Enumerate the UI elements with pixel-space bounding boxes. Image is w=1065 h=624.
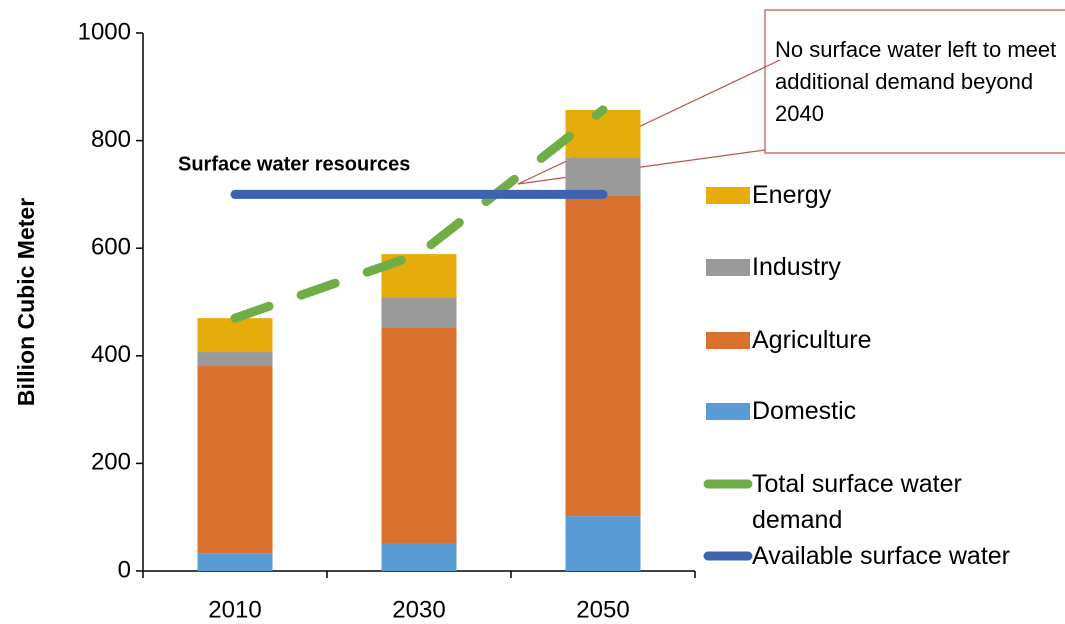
legend-swatch: [706, 403, 750, 420]
x-tick-label: 2030: [392, 596, 445, 623]
y-tick-label: 1000: [78, 18, 131, 45]
bar: [565, 196, 641, 517]
x-tick-label: 2010: [208, 596, 261, 623]
legend-label: Industry: [752, 253, 841, 281]
legend-swatch: [706, 187, 750, 204]
x-tick-label: 2050: [576, 596, 629, 623]
y-tick-label: 800: [91, 126, 131, 153]
legend-label: Energy: [752, 181, 832, 209]
callout-pointer: [517, 149, 766, 185]
legend-swatch: [706, 259, 750, 276]
y-tick-label: 400: [91, 341, 131, 368]
callout-box: [764, 9, 1065, 154]
bar: [565, 516, 641, 571]
bar: [197, 352, 273, 367]
y-tick-label: 600: [91, 234, 131, 261]
annotation: Surface water resources: [178, 153, 410, 175]
legend-swatch: [706, 332, 750, 349]
y-axis-label: Billion Cubic Meter: [13, 198, 39, 406]
legend-label: Agriculture: [752, 326, 872, 354]
legend-label: Domestic: [752, 397, 857, 425]
y-tick-label: 200: [91, 449, 131, 476]
bar: [197, 366, 273, 554]
bar: [381, 327, 457, 544]
bar: [381, 297, 457, 328]
y-tick-label: 0: [118, 556, 131, 583]
legend-label: Available surface water: [752, 542, 1011, 570]
line: [230, 105, 608, 323]
callout-pointer: [517, 59, 781, 185]
callout-text: No surface water left to meet additional…: [775, 37, 1057, 126]
bar: [197, 553, 273, 571]
legend-label: Total surface water demand: [752, 470, 962, 534]
bar: [565, 157, 641, 197]
bar: [381, 543, 457, 571]
bar: [197, 318, 273, 353]
bar: [565, 109, 641, 158]
